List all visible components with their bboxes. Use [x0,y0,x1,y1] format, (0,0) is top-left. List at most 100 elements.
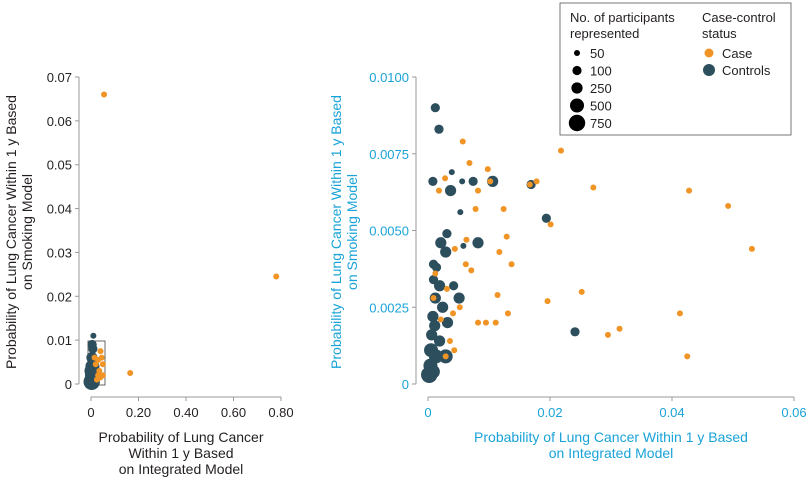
right-x-axis-label-line-1: Probability of Lung Cancer Within 1 y Ba… [474,429,748,445]
left-point-case [273,273,280,280]
right-point-case [616,325,623,332]
right-point-case [484,166,491,173]
right-point-case [725,202,732,209]
legend-size-label: 750 [590,116,612,131]
right-point-controls [460,242,467,249]
legend-size-label: 50 [590,46,604,61]
left-point-case [91,354,98,361]
legend-status-entries: Case Controls [703,46,771,78]
right-point-case [544,298,551,305]
right-point-controls [437,301,449,313]
left-point-case [101,91,108,98]
right-point-controls [426,329,438,341]
legend-size-marker [571,82,583,94]
right-point-case [442,175,449,182]
left-point-case [127,370,134,377]
right-point-controls [440,246,452,258]
left-point-case [97,348,104,355]
right-point-case [468,267,475,274]
legend-status-title-line-1: Case-control [702,10,776,25]
left-y-tick-label: 0.02 [47,289,72,304]
right-x-axis-label-line-2: on Integrated Model [549,445,674,461]
left-y-tick-label: 0.01 [47,333,72,348]
right-point-controls [468,176,478,186]
legend-size-marker [572,65,582,76]
right-point-case [451,245,458,252]
legend-size-marker [574,50,580,56]
left-y-tick-label: 0.05 [47,158,72,173]
right-point-case [466,159,473,166]
left-axis-ticks: 0 0.01 0.02 0.03 0.04 0.05 0.06 0.07 0 0.20 0.40 0.… [47,70,294,420]
left-y-axis-label-line-2: on Smoking Model [19,174,35,290]
right-point-controls [427,310,439,323]
left-point-controls [90,332,97,339]
right-point-controls [449,281,459,291]
right-point-controls [570,327,580,337]
right-point-case [494,291,501,298]
right-point-case [482,319,489,326]
legend-size-title-line-2: represented [570,26,639,41]
legend-status-marker-controls [703,64,715,76]
right-point-case [430,295,437,302]
left-point-case [92,361,99,368]
right-point-case [547,221,554,228]
right-y-axis-label-line-2: on Smoking Model [344,174,360,290]
right-y-tick-label: 0.0100 [369,70,409,85]
left-point-case [99,372,106,379]
right-y-tick-label: 0.0050 [369,224,409,239]
legend-size-label: 500 [590,99,612,114]
left-scatter-panel: 0 0.01 0.02 0.03 0.04 0.05 0.06 0.07 0 0.20 0.40 0.… [3,70,294,477]
legend-size-marker [570,98,584,113]
left-y-tick-label: 0.06 [47,114,72,129]
right-point-case [446,338,453,345]
right-point-controls [448,169,455,176]
left-y-tick-label: 0.07 [47,70,72,85]
left-x-tick-label: 0 [87,405,94,420]
right-point-case [590,184,597,191]
right-y-tick-label: 0.0075 [369,147,409,162]
right-point-case [472,206,479,213]
right-point-case [435,187,442,194]
left-y-tick-label: 0.03 [47,245,72,260]
left-point-case [93,376,100,383]
right-point-case [432,270,439,277]
right-point-case [475,319,482,326]
right-point-case [459,138,466,145]
right-point-case [503,233,510,240]
right-data-points [421,103,755,383]
right-point-case [508,261,515,268]
legend-status-marker-case [704,48,714,58]
right-y-axis-label-line-1: Probability of Lung Cancer Within 1 y Ba… [328,95,344,369]
right-point-case [504,310,511,317]
left-y-tick-label: 0 [65,377,72,392]
left-y-axis-label-line-1: Probability of Lung Cancer Within 1 y Ba… [3,95,19,369]
legend-size-title-line-1: No. of participants [570,10,675,25]
right-scatter-panel: 0 0.0025 0.0050 0.0075 0.0100 0 0.02 0.04 0.06 P… [328,70,807,461]
right-point-controls [472,237,484,249]
right-point-controls [541,213,551,223]
right-point-controls [429,320,441,332]
left-x-tick-label: 0.20 [126,405,151,420]
right-point-controls [442,228,452,239]
right-point-controls [457,209,464,216]
left-y-tick-label: 0.04 [47,202,72,217]
right-point-controls [441,317,454,329]
left-point-controls [88,344,98,354]
right-point-case [475,187,482,194]
right-point-case [463,236,470,243]
right-x-tick-label: 0.04 [659,405,684,420]
right-point-controls [434,124,444,134]
right-axis-ticks: 0 0.0025 0.0050 0.0075 0.0100 0 0.02 0.04 0.06 [369,70,806,420]
right-y-tick-label: 0.0025 [369,300,409,315]
right-x-tick-label: 0 [424,405,431,420]
legend-size-marker [568,114,586,132]
right-point-controls [433,280,446,292]
right-point-case [500,206,507,213]
right-point-case [492,319,499,326]
right-point-controls [431,262,442,272]
right-point-case [676,310,683,317]
legend-status-label-controls: Controls [722,63,771,78]
right-y-tick-label: 0 [402,377,409,392]
right-point-case [748,245,755,252]
right-point-case [496,248,503,255]
